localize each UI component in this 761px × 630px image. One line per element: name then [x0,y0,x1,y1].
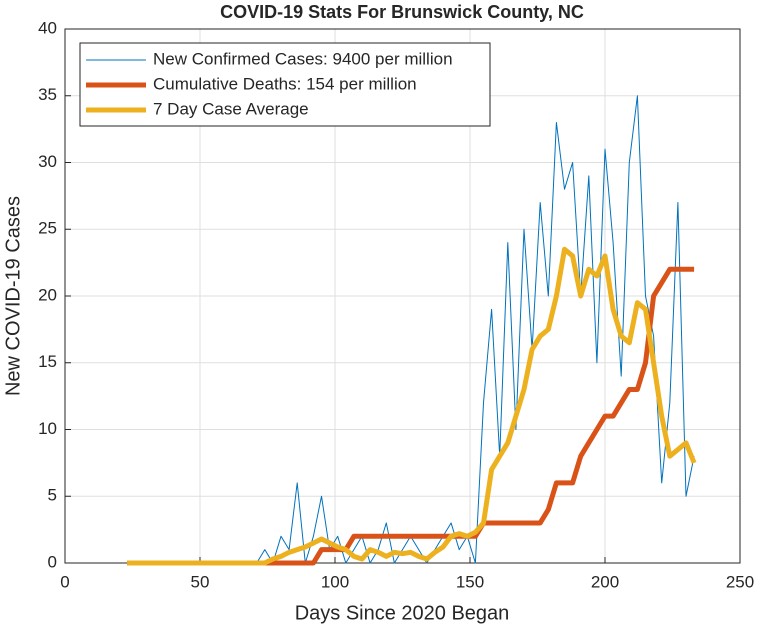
y-tick-label: 40 [38,18,57,37]
x-tick-label: 150 [456,572,484,591]
data-line [127,246,697,566]
y-tick-label: 30 [38,152,57,171]
chart-title: COVID-19 Stats For Brunswick County, NC [220,2,584,22]
legend-label: 7 Day Case Average [153,99,309,118]
x-tick-label: 100 [321,572,349,591]
legend-box [79,42,491,127]
y-axis-label: New COVID-19 Cases [2,196,24,396]
data-line [127,266,695,566]
y-tick-label: 0 [48,552,57,571]
y-tick-label: 15 [38,352,57,371]
y-tick-label: 10 [38,419,57,438]
legend-label: New Confirmed Cases: 9400 per million [153,49,453,68]
y-tick-label: 25 [38,219,57,238]
plot-frame [64,28,741,564]
y-tick-label: 20 [38,285,57,304]
y-tick-label: 5 [48,486,57,505]
x-tick-label: 50 [191,572,210,591]
x-tick-label: 0 [60,572,69,591]
x-axis-label: Days Since 2020 Began [295,602,510,624]
y-tick-label: 35 [38,85,57,104]
x-tick-label: 200 [591,572,619,591]
x-tick-label: 250 [726,572,754,591]
legend-label: Cumulative Deaths: 154 per million [153,74,417,93]
data-line [127,95,695,564]
